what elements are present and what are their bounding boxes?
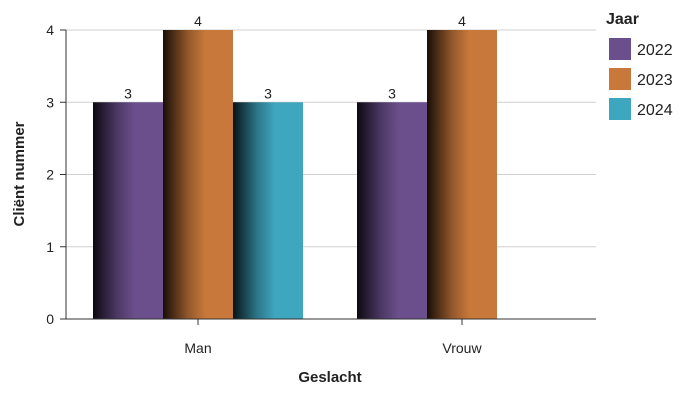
legend-title: Jaar	[606, 11, 639, 28]
legend-swatch-2022	[609, 38, 631, 60]
bar-vrouw-2023	[427, 30, 497, 319]
legend-swatch-2024	[609, 98, 631, 120]
y-tick-label: 0	[46, 311, 54, 327]
bar-man-2022	[93, 102, 163, 319]
y-tick-label: 1	[46, 239, 54, 255]
legend-label-2024: 2024	[637, 102, 673, 119]
data-label: 3	[124, 85, 132, 101]
x-tick-label: Vrouw	[442, 340, 482, 356]
data-label: 3	[388, 85, 396, 101]
data-labels: 3 4 3 3 4	[124, 13, 466, 101]
y-tick-label: 2	[46, 167, 54, 183]
data-label: 4	[458, 13, 466, 29]
bar-vrouw-2022	[357, 102, 427, 319]
data-label: 4	[194, 13, 202, 29]
y-tick-label: 4	[46, 22, 54, 38]
axes: 0 1 2 3 4 Man Vrouw	[46, 22, 596, 356]
data-label: 3	[264, 85, 272, 101]
bar-man-2023	[163, 30, 233, 319]
y-axis-title: Cliënt nummer	[11, 121, 28, 226]
y-tick-label: 3	[46, 94, 54, 110]
legend: Jaar 2022 2023 2024	[606, 11, 673, 120]
x-axis-title: Geslacht	[298, 369, 361, 386]
x-tick-label: Man	[184, 340, 211, 356]
bar-man-2024	[233, 102, 303, 319]
legend-label-2023: 2023	[637, 72, 673, 89]
legend-swatch-2023	[609, 68, 631, 90]
bars	[93, 30, 497, 319]
legend-label-2022: 2022	[637, 42, 673, 59]
